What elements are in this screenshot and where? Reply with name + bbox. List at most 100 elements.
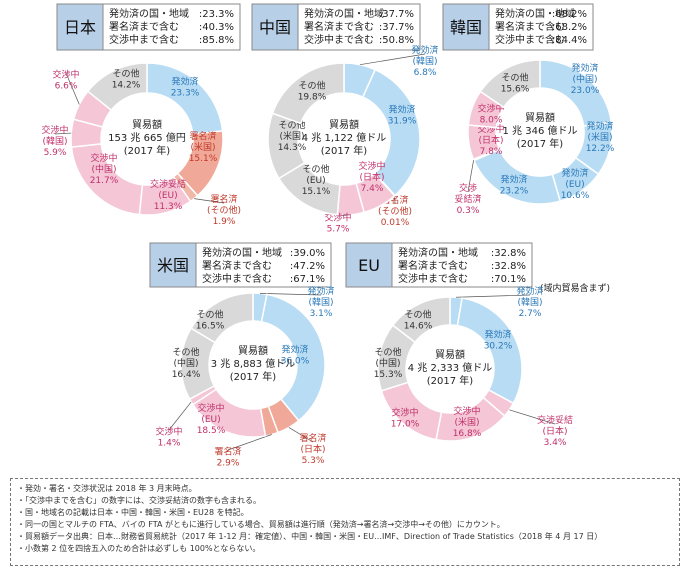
center-label: 3 兆 8,883 億ドル (211, 357, 296, 370)
chart-4: EU 発効済の国・地域:32.8% 署名済まで含む:32.8% 交渉中まで含む:70.… (345, 242, 610, 448)
slice-label: 発効済(EU) 10.6% (561, 167, 590, 201)
country-tag (345, 242, 393, 288)
country-tag (56, 3, 104, 51)
center-label: 1 兆 346 億ドル (503, 124, 578, 137)
leader-line (65, 72, 80, 105)
center-label: 4 兆 1,122 億ドル (302, 131, 387, 144)
slice-label: 発効済(韓国) 3.1% (307, 285, 334, 319)
country-name: 中国 (259, 18, 291, 37)
stat-value: :32.8% (491, 248, 526, 259)
slice-label: 発効済(韓国) 6.8% (411, 44, 438, 78)
slice-label: その他(EU) 15.1% (302, 163, 331, 197)
center-label: (2017 年) (124, 144, 171, 157)
slice-label: 交渉妥結(日本) 3.4% (537, 414, 573, 448)
slice-label: 発効済 36.0% (281, 344, 310, 367)
slice-label: その他 15.6% (501, 72, 530, 95)
center-label: (2017 年) (427, 374, 474, 387)
stat-value: :23.3% (199, 9, 234, 20)
leader-line (509, 409, 556, 425)
center-label: 4 兆 2,333 億ドル (408, 361, 493, 374)
leader-line (259, 292, 322, 296)
stat-value: :68.2% (552, 22, 587, 33)
note-line: ・発効・署名・交渉状況は 2018 年 3 月末時点。 (17, 484, 197, 493)
slice-label: 発効済 31.9% (388, 104, 417, 127)
slice-label: 交渉中(中国) 21.7% (90, 152, 119, 186)
leader-line (288, 427, 314, 443)
slice-label: 交渉中(韓国) 5.9% (41, 124, 68, 158)
slice-label: 発効済(米国) 12.2% (586, 120, 615, 154)
center-label: 153 兆 665 億円 (108, 131, 186, 144)
stat-value: :68.2% (552, 9, 587, 20)
donut-slice (391, 296, 451, 344)
leader-line (467, 159, 474, 193)
note-line: ・同一の国とマルチの FTA、バイの FTA がともに進行している場合、貿易額は… (17, 520, 505, 529)
slice-label: 交渉中(米国) 16.8% (453, 405, 482, 439)
notes-box: ・発効・署名・交渉状況は 2018 年 3 月末時点。 ・「交渉中までを含む」の… (10, 478, 680, 566)
donut-slice (86, 62, 148, 112)
stat-value: :85.8% (199, 35, 234, 46)
slice-label: その他 19.8% (298, 80, 327, 103)
country-name: 韓国 (450, 18, 482, 37)
slice-label: 交渉中(EU) 18.5% (197, 402, 226, 436)
stat-label: 交渉中まで含む (398, 272, 468, 285)
slice-label: 交渉妥結済 0.3% (454, 182, 481, 216)
slice-label: 発効済(韓国) 2.7% (516, 285, 543, 319)
slice-label: 交渉中 6.6% (52, 69, 79, 92)
slice-label: その他(中国) 15.3% (374, 346, 403, 380)
slice-label: 署名済(日本) 5.3% (299, 432, 326, 466)
stat-label: 交渉中まで含む (304, 33, 374, 46)
stat-label: 署名済まで含む (304, 20, 374, 33)
note-line: ・「交渉中までを含む」の数字には、交渉妥結済の数字も含まれる。 (17, 496, 261, 505)
chart-note: (域内貿易含まず) (540, 282, 610, 294)
stat-value: :67.1% (290, 274, 325, 285)
stat-label: 交渉中まで含む (495, 33, 565, 46)
slice-label: 交渉中 17.0% (391, 407, 420, 430)
stat-label: 署名済まで含む (202, 259, 272, 272)
stat-label: 交渉中まで含む (202, 272, 272, 285)
slice-label: その他(中国) 16.4% (172, 346, 201, 380)
leader-line (359, 53, 426, 66)
stat-value: :39.0% (290, 248, 325, 259)
country-tag (251, 3, 299, 51)
stat-label: 発効済の国・地域 (398, 246, 478, 259)
slice-label: その他 16.5% (196, 309, 225, 332)
stat-value: :50.8% (379, 35, 414, 46)
country-name: EU (358, 256, 380, 275)
leader-line (227, 434, 272, 451)
slice-label: 発効済 23.3% (171, 76, 200, 99)
slice-label: 発効済 23.2% (500, 174, 529, 197)
slice-label: 交渉中 8.0% (477, 103, 504, 126)
stat-value: :84.4% (552, 35, 587, 46)
center-label: 貿易額 (238, 344, 268, 357)
donut-slice (479, 59, 541, 109)
center-label: 貿易額 (329, 118, 359, 131)
stat-label: 発効済の国・地域 (109, 7, 189, 20)
leader-line (194, 198, 225, 204)
stat-value: :32.8% (491, 261, 526, 272)
leader-line (456, 294, 531, 298)
center-label: (2017 年) (321, 144, 368, 157)
center-label: (2017 年) (230, 370, 277, 383)
leader-line (54, 132, 72, 135)
stat-label: 署名済まで含む (495, 20, 565, 33)
stat-value: :47.2% (290, 261, 325, 272)
note-line: ・貿易額データ出典：日本…財務省貿易統計（2017 年 1-12 月：確定値）、… (17, 532, 603, 541)
note-line: ・小数第 2 位を四捨五入のため合計は必ずしも 100%とならない。 (17, 544, 261, 553)
center-label: 貿易額 (132, 118, 162, 131)
country-name: 日本 (64, 18, 96, 37)
leader-line (168, 401, 192, 431)
note-line: ・国・地域名の記載は日本・中国・韓国・米国・EU28 を特記。 (17, 508, 249, 517)
slice-label: 発効済 30.2% (484, 329, 513, 352)
stat-label: 発効済の国・地域 (304, 7, 384, 20)
slice-label: 署名済 2.9% (214, 446, 241, 469)
country-tag (442, 3, 490, 51)
stat-label: 発効済の国・地域 (495, 7, 575, 20)
chart-1: 中国発効済の国・地域:37.7%署名済まで含む:37.7%交渉中まで含む:50.… (251, 3, 439, 235)
chart-2: 韓国発効済の国・地域:68.2%署名済まで含む:68.2%交渉中まで含む:84.… (442, 3, 615, 216)
slice-label: 交渉妥結(EU) 11.3% (150, 178, 186, 212)
slice-label: 交渉中(日本) 7.8% (477, 123, 504, 157)
stat-label: 発効済の国・地域 (202, 246, 282, 259)
